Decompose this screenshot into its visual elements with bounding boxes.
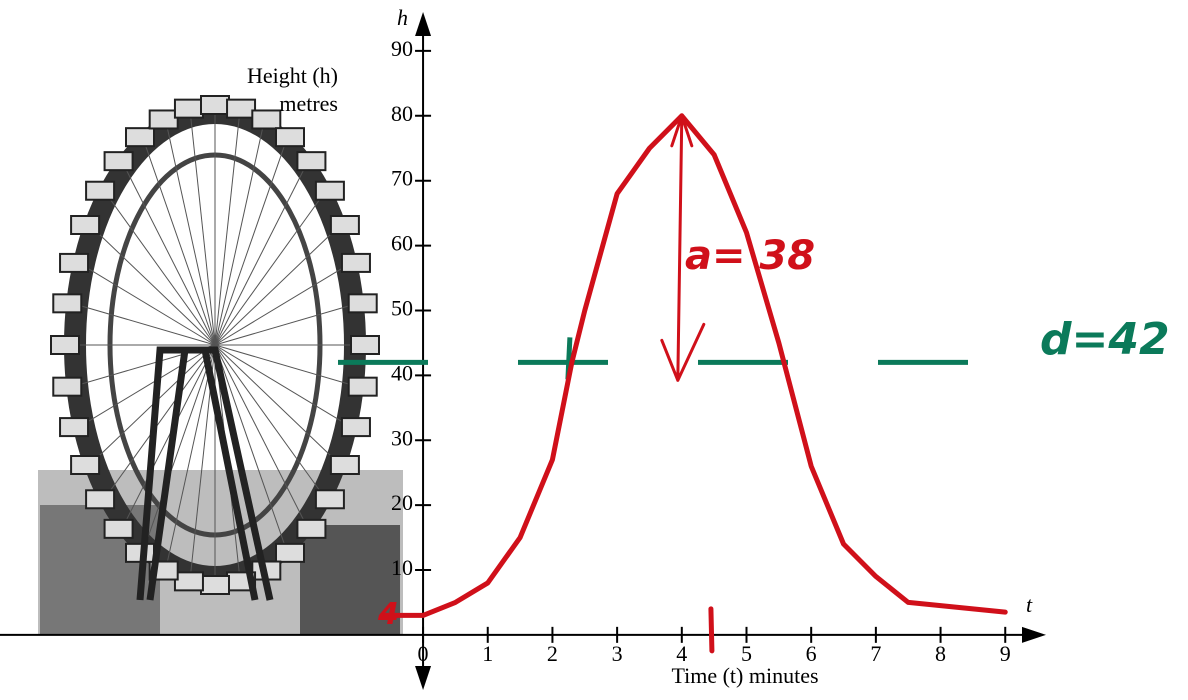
x-tick-label: 8 (935, 641, 946, 666)
wheel-spoke (214, 126, 264, 346)
y-tick-label: 30 (391, 425, 413, 450)
wheel-spoke (76, 304, 216, 346)
wheel-spoke (190, 116, 216, 346)
y-tick-label: 50 (391, 295, 413, 320)
y-tick-label: 80 (391, 101, 413, 126)
wheel-car (347, 293, 378, 314)
wheel-car (275, 127, 305, 148)
wheel-car (296, 518, 327, 539)
x-axis-arrow (1022, 626, 1046, 643)
y-axis-arrow-down (415, 666, 432, 690)
wheel-spoke (144, 344, 216, 547)
wheel-car (125, 127, 155, 148)
y-axis-label: metres (279, 91, 338, 116)
wheel-car (52, 293, 83, 314)
wheel-car (347, 376, 378, 397)
wheel-spoke (214, 344, 354, 386)
wheel-spoke (166, 126, 216, 346)
wheel-car (200, 95, 230, 115)
x-axis-label: Time (t) minutes (671, 663, 818, 688)
y-tick-label: 20 (391, 490, 413, 515)
wheel-car (59, 252, 90, 273)
x-tick-label: 3 (612, 641, 623, 666)
wheel-spoke (214, 344, 286, 547)
amplitude-arrow (660, 114, 706, 382)
wheel-spoke (214, 116, 240, 346)
wheel-car (148, 109, 179, 130)
wheel-car (340, 417, 371, 438)
wheel-car (251, 109, 282, 130)
wheel-car (70, 455, 101, 475)
wheel-car (226, 98, 257, 119)
y-axis-label: Height (h) (247, 63, 338, 88)
y-tick-label: 90 (391, 36, 413, 61)
wheel-spoke (214, 228, 337, 346)
wheel-spoke (214, 265, 347, 346)
wheel-car (85, 180, 116, 201)
wheel-car (296, 151, 327, 172)
wheel-spoke (214, 344, 337, 462)
wheel-car (314, 180, 345, 201)
height-curve (381, 113, 1008, 618)
x-tick-label: 0 (418, 641, 429, 666)
wheel-spoke (166, 344, 216, 564)
x-tick-label: 1 (482, 641, 493, 666)
wheel-spoke (107, 344, 216, 495)
wheel-spoke (214, 344, 347, 425)
x-tick-label: 9 (1000, 641, 1011, 666)
ferris-wheel-photo (38, 95, 403, 635)
y-tick-label: 60 (391, 231, 413, 256)
midline-annotation: d=42 (1040, 314, 1170, 365)
wheel-car (340, 252, 371, 273)
wheel-car (173, 98, 204, 119)
wheel-car (329, 215, 360, 235)
wheel-car (59, 417, 90, 438)
x-tick-label: 4 (676, 641, 687, 666)
x-tick-label: 6 (806, 641, 817, 666)
wheel-car (173, 571, 204, 592)
y-tick-label: 10 (391, 555, 413, 580)
wheel-spoke (214, 344, 306, 523)
wheel-spoke (214, 143, 286, 346)
wheel-spoke (83, 344, 216, 425)
wheel-car (103, 151, 134, 172)
y-tick-label: 70 (391, 166, 413, 191)
x-tick-label: 7 (870, 641, 881, 666)
wheel-car (314, 489, 345, 510)
x-axis-symbol: t (1026, 592, 1033, 617)
y-tick-label: 40 (391, 360, 413, 385)
wheel-spoke (144, 143, 216, 346)
wheel-car (50, 335, 80, 355)
wheel-spoke (214, 344, 323, 495)
wheel-spoke (93, 228, 216, 346)
wheel-tower (136, 346, 274, 601)
x-marker (708, 606, 715, 654)
wheel-spoke (107, 195, 216, 346)
x-tick-label: 2 (547, 641, 558, 666)
wheel-car (103, 518, 134, 539)
wheel-car (350, 335, 380, 355)
y-axis-symbol: h (397, 5, 408, 30)
wheel-car (275, 542, 305, 563)
start-annotation: 4 (377, 597, 399, 632)
amplitude-annotation: a= 38 (685, 233, 815, 279)
wheel-spoke (214, 167, 306, 346)
wheel-car (52, 376, 83, 397)
wheel-spoke (214, 304, 354, 346)
wheel-spoke (83, 265, 216, 346)
wheel-car (200, 575, 230, 595)
wheel-spoke (124, 167, 216, 346)
wheel-car (85, 489, 116, 510)
wheel-spoke (214, 195, 323, 346)
y-axis-arrow-up (415, 12, 432, 36)
wheel-car (329, 455, 360, 475)
wheel-car (70, 215, 101, 235)
x-tick-label: 5 (741, 641, 752, 666)
